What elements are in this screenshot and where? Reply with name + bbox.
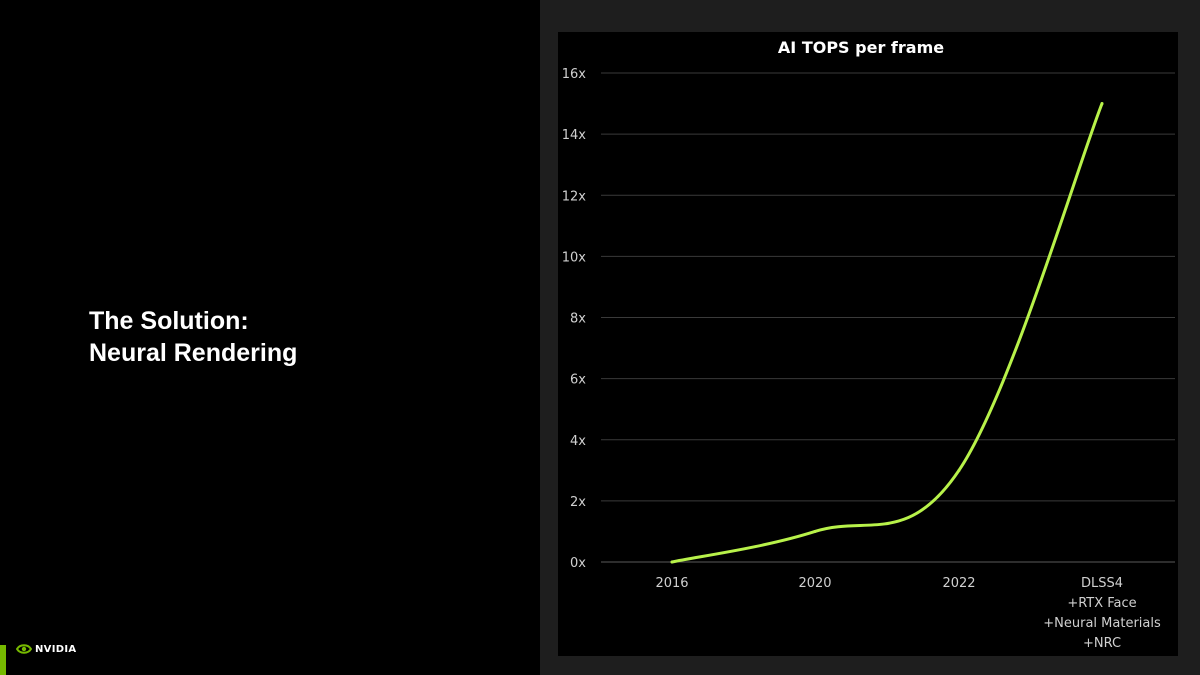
y-tick-label: 4x <box>570 434 586 449</box>
slide-title-line-2: Neural Rendering <box>89 339 298 367</box>
y-tick-label: 2x <box>570 495 586 510</box>
slide-title: The Solution: Neural Rendering <box>89 305 297 369</box>
accent-bar <box>0 645 6 675</box>
x-tick-label: 2022 <box>942 576 975 591</box>
x-tick-label: DLSS4 +RTX Face +Neural Materials +NRC <box>1043 576 1161 651</box>
x-tick-label: 2016 <box>655 576 688 591</box>
x-tick-label: 2020 <box>798 576 831 591</box>
chart-title: AI TOPS per frame <box>778 38 944 57</box>
y-tick-label: 0x <box>570 556 586 571</box>
data-point <box>957 468 961 472</box>
y-tick-label: 14x <box>562 128 587 143</box>
y-tick-label: 8x <box>570 312 586 327</box>
slide-title-line-1: The Solution: <box>89 307 249 335</box>
y-tick-label: 16x <box>562 67 587 82</box>
y-tick-label: 12x <box>562 189 587 204</box>
logo-text: NVIDIA <box>35 643 77 655</box>
y-tick-label: 10x <box>562 250 587 265</box>
nvidia-eye-icon <box>16 644 32 654</box>
nvidia-logo: NVIDIA <box>16 643 76 655</box>
y-tick-label: 6x <box>570 373 586 388</box>
line-chart: AI TOPS per frame 0x 2x 4x 6x 8x 10x 12x 14x 16x… <box>562 38 1175 651</box>
series-line <box>670 102 1104 564</box>
left-panel <box>0 0 540 675</box>
data-point <box>670 560 674 564</box>
data-point <box>1100 102 1104 106</box>
chart-area: AI TOPS per frame 0x 2x 4x 6x 8x 10x 12x 14x 16x… <box>558 32 1178 656</box>
data-point <box>813 529 817 533</box>
